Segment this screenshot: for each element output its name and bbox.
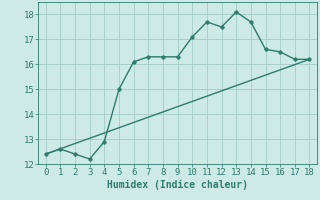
X-axis label: Humidex (Indice chaleur): Humidex (Indice chaleur) <box>107 180 248 190</box>
